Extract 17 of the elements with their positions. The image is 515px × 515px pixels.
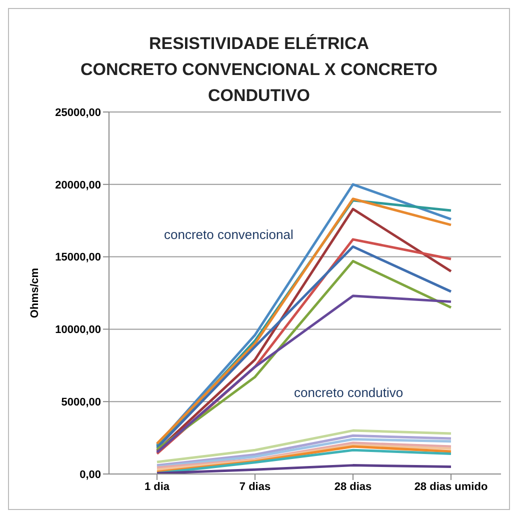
y-tick-label: 15000,00 [55,252,101,264]
x-tick-label: 28 dias [334,480,372,493]
y-tick-label: 0,00 [80,468,101,481]
y-axis-title: Ohms/cm [28,268,41,318]
y-tick-label: 10000,00 [55,324,101,336]
line-series [156,464,452,474]
y-tick-label: 20000,00 [55,179,101,192]
annotation: concreto condutivo [294,385,404,400]
x-tick-label: 7 dias [239,480,271,493]
x-tick-label: 1 dia [144,480,170,493]
y-tick-label: 25000,00 [55,106,101,119]
chart-title: RESISTIVIDADE ELÉTRICA CONCRETO CONVENCIONAL X CONCRETO CONDUTIVO [79,33,439,105]
x-tick-label: 28 dias umido [414,480,488,493]
annotation: concreto convencional [164,227,294,242]
line-series [156,429,452,464]
y-tick-label: 5000,00 [61,396,101,409]
line-series [156,294,452,454]
